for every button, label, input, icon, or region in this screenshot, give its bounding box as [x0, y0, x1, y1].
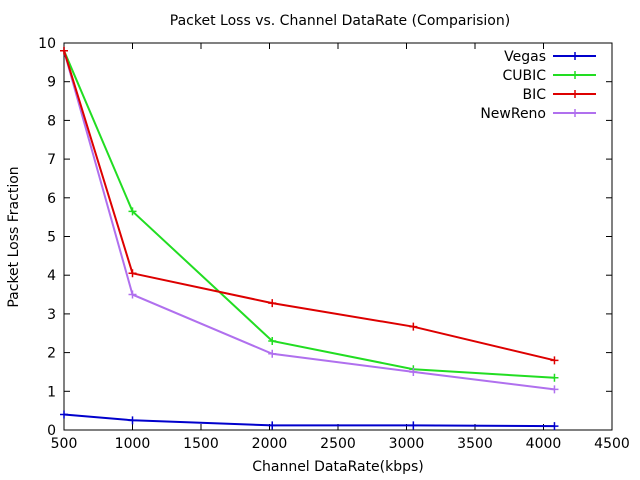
- y-tick-label: 10: [38, 36, 56, 52]
- series-line-bic: [63, 50, 555, 362]
- x-tick-label: 2000: [252, 436, 288, 452]
- x-tick-label: 1500: [183, 436, 219, 452]
- y-tick-label: 3: [47, 307, 56, 323]
- y-tick-label: 1: [47, 384, 56, 400]
- x-tick-label: 4500: [594, 436, 630, 452]
- data-point-cubic: [550, 373, 559, 382]
- y-axis-label: Packet Loss Fraction: [6, 166, 22, 307]
- y-tick-label: 9: [47, 75, 56, 91]
- x-tick-label: 4000: [526, 436, 562, 452]
- axes: 500 1000 1500 2000 2500 3000 3500 4000 4500 0 1 2 3 4…: [38, 36, 630, 452]
- legend-marker-cubic: [571, 71, 579, 79]
- data-point-bic: [550, 356, 559, 365]
- data-point-vegas: [60, 410, 68, 419]
- legend-label-bic: BIC: [522, 87, 546, 103]
- series-line-cubic: [63, 50, 555, 379]
- x-tick-label: 3000: [389, 436, 425, 452]
- x-tick-label: 1000: [115, 436, 151, 452]
- y-tick-label: 2: [47, 346, 56, 362]
- data-point-bic: [60, 46, 68, 55]
- x-axis-label: Channel DataRate(kbps): [252, 459, 424, 475]
- legend: Vegas CUBIC BIC NewReno: [480, 49, 596, 122]
- legend-label-vegas: Vegas: [504, 49, 546, 65]
- data-point-newreno: [128, 290, 137, 299]
- y-tick-label: 7: [47, 152, 56, 168]
- y-tick-label: 0: [47, 423, 56, 439]
- data-point-vegas: [409, 421, 418, 430]
- series-line-vegas: [63, 413, 555, 428]
- x-tick-label: 2500: [320, 436, 356, 452]
- data-point-bic: [128, 269, 137, 278]
- data-point-bic: [268, 299, 277, 308]
- x-tick-label: 3500: [457, 436, 493, 452]
- y-tick-label: 6: [47, 191, 56, 207]
- data-point-vegas: [268, 421, 277, 430]
- legend-marker-bic: [571, 90, 579, 98]
- legend-label-newreno: NewReno: [480, 106, 546, 122]
- data-point-newreno: [550, 385, 559, 394]
- data-point-cubic: [268, 336, 277, 345]
- series-group: [60, 46, 559, 431]
- chart-title: Packet Loss vs. Channel DataRate (Compar…: [170, 13, 510, 29]
- y-tick-label: 8: [47, 113, 56, 129]
- legend-label-cubic: CUBIC: [502, 68, 546, 84]
- series-line-newreno: [63, 50, 555, 391]
- legend-marker-vegas: [571, 52, 579, 60]
- y-tick-label: 5: [47, 230, 56, 246]
- y-tick-label: 4: [47, 268, 56, 284]
- data-point-vegas: [128, 416, 137, 425]
- data-point-vegas: [550, 422, 559, 431]
- data-point-newreno: [409, 367, 418, 376]
- data-point-bic: [409, 322, 418, 331]
- legend-marker-newreno: [571, 109, 579, 117]
- data-point-newreno: [268, 349, 277, 358]
- data-point-cubic: [128, 207, 137, 216]
- x-tick-label: 500: [51, 436, 78, 452]
